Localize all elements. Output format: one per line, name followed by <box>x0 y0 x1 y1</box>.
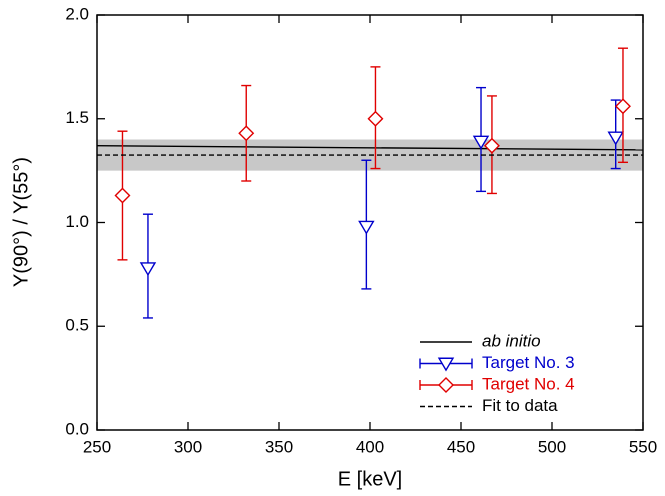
y-tick-label: 1.0 <box>65 212 89 231</box>
marker <box>358 220 375 235</box>
y-tick-label: 0.5 <box>65 316 89 335</box>
x-tick-label: 450 <box>447 437 475 456</box>
plot-frame <box>96 14 644 431</box>
x-tick-label: 500 <box>538 437 566 456</box>
y-tick-label: 1.5 <box>65 108 89 127</box>
y-tick-label: 2.0 <box>65 4 89 23</box>
x-axis-label: E [keV] <box>338 468 402 490</box>
marker <box>238 125 255 142</box>
legend-entry: ab initio <box>420 331 541 350</box>
legend-entry: Target No. 4 <box>419 374 575 393</box>
x-tick-label: 250 <box>83 437 111 456</box>
marker <box>437 357 455 372</box>
y-axis-label: Y(90°) / Y(55°) <box>10 157 32 287</box>
x-tick-label: 350 <box>265 437 293 456</box>
legend-label: Target No. 3 <box>482 353 575 372</box>
legend-entry: Target No. 3 <box>419 353 575 372</box>
marker <box>607 131 624 146</box>
x-tick-label: 300 <box>174 437 202 456</box>
marker <box>367 110 384 127</box>
x-tick-label: 550 <box>629 437 657 456</box>
marker <box>114 187 131 204</box>
marker <box>614 98 631 115</box>
y-tick-label: 0.0 <box>65 419 89 438</box>
line <box>96 145 644 151</box>
legend-label: Target No. 4 <box>482 374 575 393</box>
marker <box>438 377 454 393</box>
legend-entry: Fit to data <box>420 396 558 415</box>
marker <box>139 262 157 277</box>
legend-label: Fit to data <box>482 396 558 415</box>
marker <box>483 137 500 154</box>
legend-label: ab initio <box>482 331 541 350</box>
marker <box>472 135 490 150</box>
x-tick-label: 400 <box>356 437 384 456</box>
